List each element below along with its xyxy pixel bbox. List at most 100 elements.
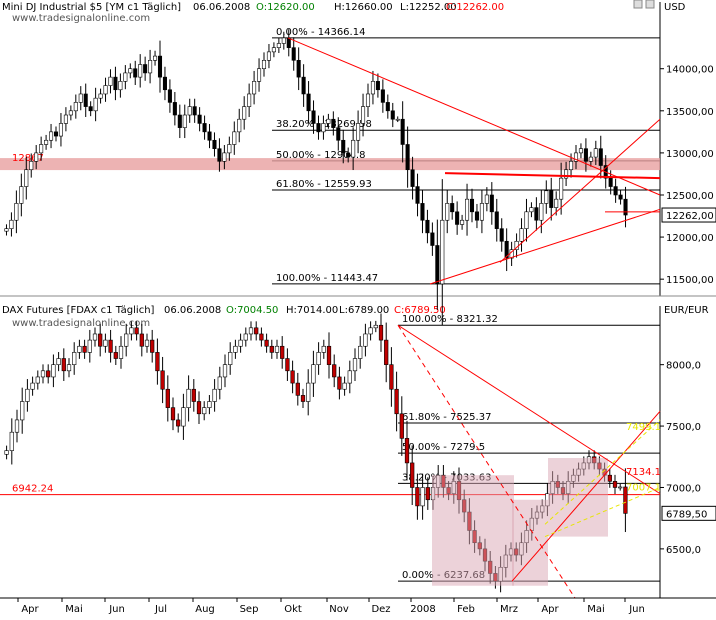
dax-candle: [207, 401, 212, 408]
dow-header-high: H:12660.00: [334, 2, 393, 13]
dow-candle: [618, 194, 623, 200]
dow-candle: [524, 211, 529, 229]
dow-candle: [455, 211, 460, 225]
dax-channel-line: [544, 419, 661, 525]
dow-candle: [14, 203, 19, 221]
dax-candle: [165, 388, 170, 408]
dow-candle: [4, 228, 9, 232]
dax-range-box: [512, 499, 548, 586]
dow-window-buttons[interactable]: [633, 0, 655, 9]
dow-candle: [39, 144, 44, 154]
dax-candle: [118, 345, 124, 359]
minimize-button[interactable]: [633, 0, 643, 9]
dax-candle: [77, 345, 82, 353]
dax-header-date: 06.06.2008: [164, 305, 221, 316]
dow-candle: [177, 114, 182, 128]
dax-candle: [40, 370, 46, 378]
dax-candle: [326, 345, 332, 365]
dax-candle: [368, 327, 373, 335]
dow-candle: [49, 131, 54, 141]
dow-candle: [306, 93, 311, 112]
dax-candle: [332, 364, 337, 378]
dax-candle: [66, 364, 72, 372]
dow-candle: [118, 81, 123, 91]
dax-candle: [14, 419, 20, 433]
dow-candle: [232, 131, 237, 145]
dow-header-low: L:12252.00: [400, 2, 457, 13]
dow-candle: [182, 114, 187, 128]
dax-candle: [176, 419, 181, 427]
dax-candle: [373, 324, 378, 329]
time-axis-label: Sep: [240, 604, 259, 615]
dax-candle: [420, 487, 425, 507]
dax-header-open: O:7004.50: [226, 305, 278, 316]
time-axis-label: Jun: [108, 604, 125, 615]
dow-candle: [157, 55, 163, 78]
dax-candle: [321, 345, 326, 353]
dow-last-price-box: [661, 207, 716, 223]
time-axis-label: Okt: [284, 604, 302, 615]
dax-candle: [181, 407, 186, 427]
dow-candle: [83, 93, 88, 107]
dow-candle: [58, 123, 63, 137]
dax-y-tick-label: 7000,0: [666, 483, 701, 494]
dow-candle: [494, 211, 499, 229]
dax-candle: [311, 364, 316, 384]
dow-candle: [321, 123, 326, 133]
dow-candle: [237, 118, 242, 133]
dax-candle: [389, 364, 394, 390]
time-axis-label: Feb: [457, 604, 475, 615]
dow-candle: [440, 219, 445, 285]
dax-last-price-label: 6789,50: [666, 509, 707, 520]
dax-fib-label: 61.80% - 7525.37: [402, 412, 491, 423]
dax-candle: [290, 370, 295, 384]
dow-candle: [271, 47, 276, 53]
dow-candle: [257, 68, 262, 82]
dow-candle: [474, 211, 479, 221]
dow-candle: [336, 127, 341, 141]
dow-candle: [410, 169, 415, 187]
dow-candle: [430, 232, 435, 246]
dax-candle: [150, 339, 155, 353]
dow-candle: [301, 76, 306, 95]
dow-candle: [539, 203, 544, 221]
dax-candle: [72, 352, 77, 365]
dax-price-label: 7499.1: [626, 422, 661, 433]
dax-candle: [612, 481, 618, 488]
dow-candle: [588, 156, 593, 162]
maximize-button[interactable]: [645, 0, 655, 9]
dax-y-tick-label: 6500,0: [666, 545, 701, 556]
dax-candle: [306, 382, 311, 402]
dow-candle: [153, 55, 158, 61]
dax-y-tick-label: 8000,0: [666, 361, 701, 372]
dow-candle: [544, 190, 549, 204]
dow-candle: [608, 177, 613, 187]
dow-candle: [261, 59, 267, 70]
dax-price-label: 7007.1: [626, 483, 661, 494]
dax-candle: [342, 382, 347, 390]
dow-candle: [148, 59, 153, 74]
dow-candle: [569, 161, 574, 171]
dax-candle: [92, 333, 98, 341]
dax-candle: [238, 339, 243, 347]
dow-candle: [370, 81, 375, 95]
dax-candle: [607, 474, 612, 482]
dow-header-open: O:12620.00: [256, 2, 315, 13]
dow-candle: [380, 89, 385, 103]
dow-candle: [559, 177, 564, 200]
dow-candle: [202, 123, 207, 133]
dow-candle: [227, 144, 232, 154]
dow-candle: [242, 106, 247, 120]
dow-candle: [573, 152, 579, 162]
dax-candle: [415, 487, 420, 507]
dow-candle: [172, 102, 177, 116]
dax-candle: [618, 486, 623, 489]
dow-y-tick-label: 14000,00: [666, 65, 714, 76]
dax-candle: [410, 462, 415, 488]
dow-candle: [311, 110, 316, 124]
dax-candle: [61, 358, 66, 372]
dax-candle: [222, 364, 228, 378]
dow-candle: [88, 106, 93, 112]
dow-candle: [385, 102, 390, 112]
